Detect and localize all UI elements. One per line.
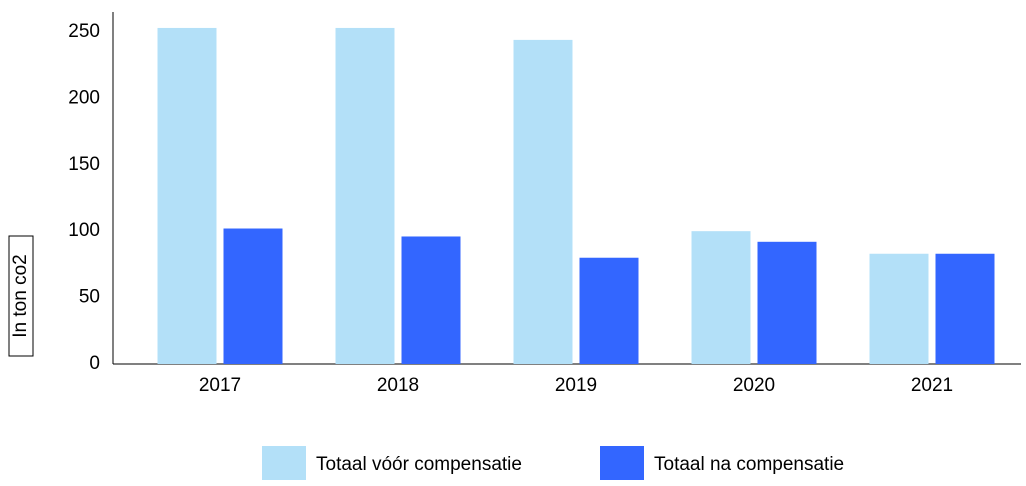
legend-label: Totaal vóór compensatie: [316, 454, 522, 475]
legend-swatch: [600, 446, 644, 480]
bar: [513, 39, 573, 364]
x-tick-label: 2021: [911, 375, 953, 396]
y-axis-label: In ton co2: [10, 254, 31, 337]
y-tick-label: 200: [68, 87, 100, 108]
y-tick-label: 100: [68, 220, 100, 241]
bar: [335, 27, 395, 364]
x-tick-label: 2018: [377, 375, 419, 396]
y-tick-label: 0: [89, 353, 100, 374]
x-tick-label: 2019: [555, 375, 597, 396]
x-tick-label: 2020: [733, 375, 775, 396]
y-tick-label: 50: [79, 287, 100, 308]
bar: [869, 253, 929, 364]
x-tick-label: 2017: [199, 375, 241, 396]
legend-swatch: [262, 446, 306, 480]
bar: [691, 231, 751, 364]
bar: [579, 257, 639, 364]
bar: [757, 241, 817, 364]
bar: [223, 228, 283, 364]
y-label-box: [8, 235, 34, 357]
bar: [401, 236, 461, 364]
y-tick-label: 150: [68, 154, 100, 175]
bar: [935, 253, 995, 364]
legend-label: Totaal na compensatie: [654, 454, 844, 475]
y-tick-label: 250: [68, 21, 100, 42]
bar: [157, 27, 217, 364]
